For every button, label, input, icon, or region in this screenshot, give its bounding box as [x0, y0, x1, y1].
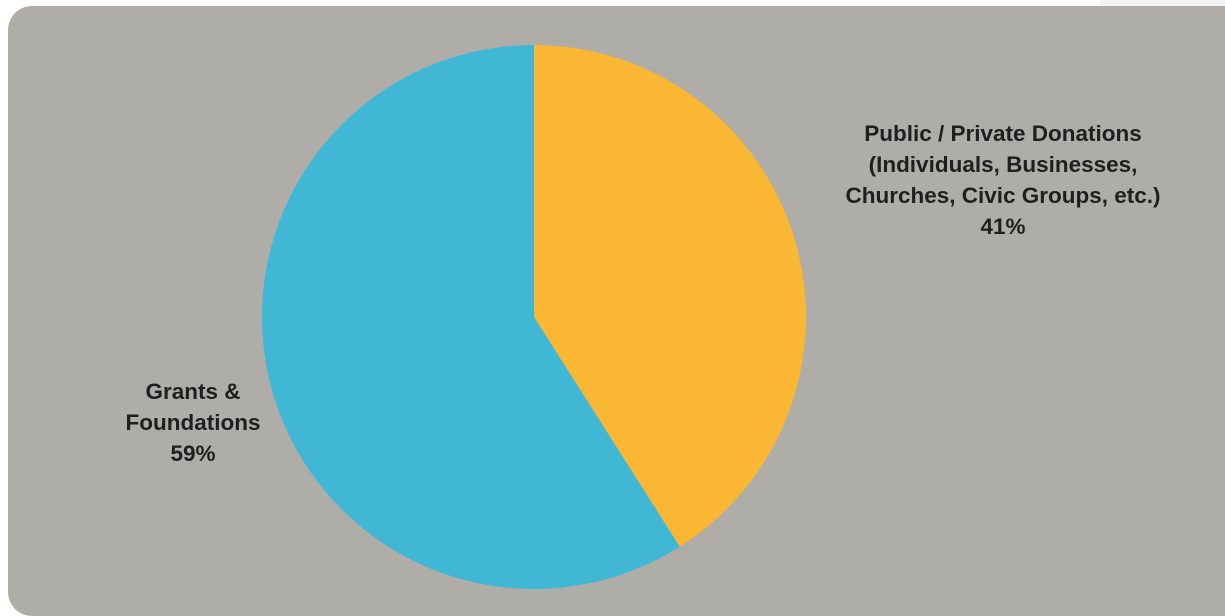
slice-label-donations-line-1: Public / Private Donations [864, 121, 1142, 146]
slice-label-donations-line-2: (Individuals, Businesses, [868, 152, 1138, 177]
slice-label-grants-line-2: Foundations [125, 410, 261, 435]
slice-label-donations: Public / Private Donations (Individuals,… [783, 118, 1223, 242]
slice-label-donations-line-3: Churches, Civic Groups, etc.) [845, 183, 1161, 208]
slice-value-donations: 41% [980, 214, 1026, 239]
slice-label-grants-line-1: Grants & [145, 379, 241, 404]
pie-chart [261, 45, 806, 589]
slice-label-grants: Grants & Foundations 59% [68, 376, 318, 469]
pie-slice-grants [261, 45, 680, 589]
pie-slice-donations [534, 45, 806, 547]
slice-value-grants: 59% [170, 441, 216, 466]
chart-panel: Public / Private Donations (Individuals,… [8, 6, 1225, 616]
